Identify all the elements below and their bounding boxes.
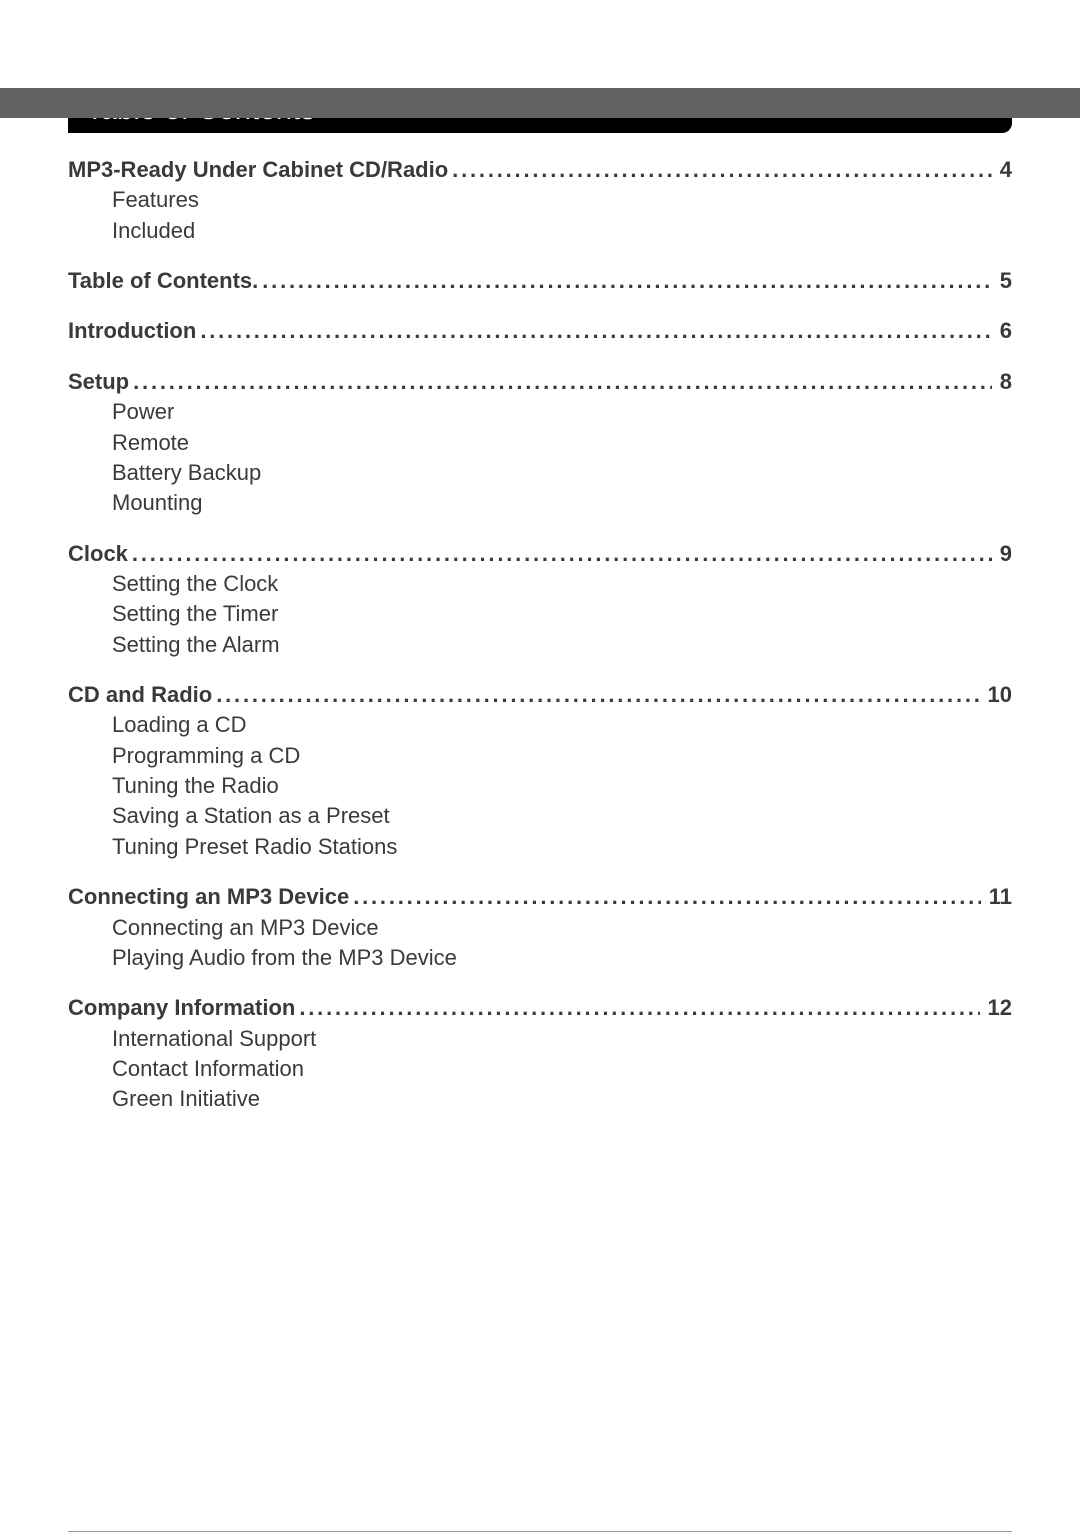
toc-page: 11 [985, 882, 1012, 912]
toc-section: Clock 9 Setting the Clock Setting the Ti… [68, 539, 1012, 660]
toc-sub-item: Tuning Preset Radio Stations [112, 832, 1012, 862]
toc-section: Connecting an MP3 Device 11 Connecting a… [68, 882, 1012, 973]
toc-subs: Power Remote Battery Backup Mounting [68, 397, 1012, 518]
toc-title: Company Information [68, 993, 295, 1023]
toc-sub-item: Green Initiative [112, 1084, 1012, 1114]
toc-title: CD and Radio [68, 680, 212, 710]
toc-page: 9 [996, 539, 1012, 569]
toc-section: Company Information 12 International Sup… [68, 993, 1012, 1114]
document-page: Table of Contents MP3-Ready Under Cabine… [0, 88, 1080, 1532]
toc-row: MP3-Ready Under Cabinet CD/Radio 4 [68, 155, 1012, 185]
toc-dots [216, 680, 979, 710]
toc-subs: Features Included [68, 185, 1012, 246]
toc-title: MP3-Ready Under Cabinet CD/Radio [68, 155, 448, 185]
toc-page: 10 [984, 680, 1012, 710]
toc-sub-item: Setting the Clock [112, 569, 1012, 599]
toc-dots [299, 993, 979, 1023]
toc-page: 5 [996, 266, 1012, 296]
toc-sub-item: Remote [112, 428, 1012, 458]
toc-row: Connecting an MP3 Device 11 [68, 882, 1012, 912]
toc-sub-item: Contact Information [112, 1054, 1012, 1084]
toc-row: CD and Radio 10 [68, 680, 1012, 710]
toc-sub-item: Power [112, 397, 1012, 427]
toc-sub-item: Setting the Timer [112, 599, 1012, 629]
toc-title: Introduction [68, 316, 196, 346]
toc-sub-item: Setting the Alarm [112, 630, 1012, 660]
toc-dots [452, 155, 992, 185]
toc-section: MP3-Ready Under Cabinet CD/Radio 4 Featu… [68, 155, 1012, 246]
toc-sub-item: International Support [112, 1024, 1012, 1054]
toc-title: Setup [68, 367, 129, 397]
toc-subs: Setting the Clock Setting the Timer Sett… [68, 569, 1012, 660]
toc-section: Table of Contents. 5 [68, 266, 1012, 296]
toc-dots [133, 367, 992, 397]
toc-sub-item: Included [112, 216, 1012, 246]
toc-sub-item: Saving a Station as a Preset [112, 801, 1012, 831]
toc-sub-item: Connecting an MP3 Device [112, 913, 1012, 943]
toc-page: 4 [996, 155, 1012, 185]
toc-sub-item: Battery Backup [112, 458, 1012, 488]
toc-row: Table of Contents. 5 [68, 266, 1012, 296]
toc-section: Introduction 6 [68, 316, 1012, 346]
toc-dots [353, 882, 981, 912]
toc-sub-item: Tuning the Radio [112, 771, 1012, 801]
toc-sub-item: Features [112, 185, 1012, 215]
toc-page: 12 [984, 993, 1012, 1023]
toc-dots [200, 316, 991, 346]
toc-sub-item: Programming a CD [112, 741, 1012, 771]
toc-section: CD and Radio 10 Loading a CD Programming… [68, 680, 1012, 862]
toc-dots [262, 266, 991, 296]
toc-page: 6 [996, 316, 1012, 346]
toc-title: Table of Contents. [68, 266, 258, 296]
toc-content: MP3-Ready Under Cabinet CD/Radio 4 Featu… [68, 155, 1012, 1115]
toc-row: Setup 8 [68, 367, 1012, 397]
toc-sub-item: Loading a CD [112, 710, 1012, 740]
toc-page: 8 [996, 367, 1012, 397]
toc-row: Clock 9 [68, 539, 1012, 569]
toc-subs: Loading a CD Programming a CD Tuning the… [68, 710, 1012, 862]
top-band [0, 88, 1080, 118]
toc-title: Connecting an MP3 Device [68, 882, 349, 912]
toc-sub-item: Playing Audio from the MP3 Device [112, 943, 1012, 973]
toc-sub-item: Mounting [112, 488, 1012, 518]
toc-section: Setup 8 Power Remote Battery Backup Moun… [68, 367, 1012, 519]
toc-subs: International Support Contact Informatio… [68, 1024, 1012, 1115]
toc-subs: Connecting an MP3 Device Playing Audio f… [68, 913, 1012, 974]
toc-row: Introduction 6 [68, 316, 1012, 346]
toc-row: Company Information 12 [68, 993, 1012, 1023]
toc-dots [132, 539, 992, 569]
toc-title: Clock [68, 539, 128, 569]
